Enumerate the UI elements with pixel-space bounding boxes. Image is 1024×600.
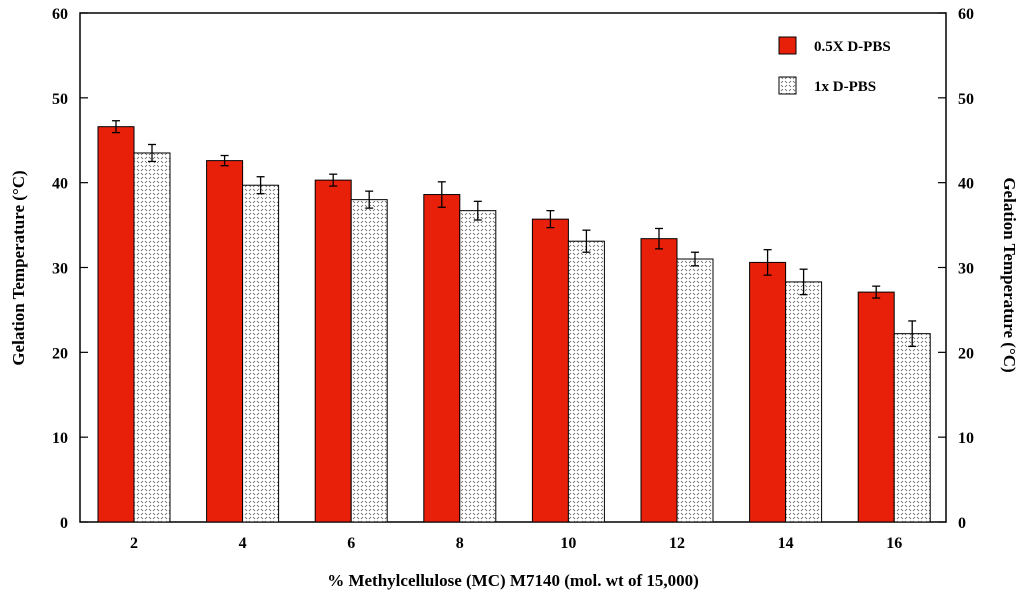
bar-0.5x-6 bbox=[314, 179, 352, 523]
bar-1x-6 bbox=[350, 199, 388, 523]
left-y-tick-label: 20 bbox=[52, 345, 68, 362]
x-tick-label: 14 bbox=[778, 535, 794, 552]
bar-0.5x-8 bbox=[423, 194, 461, 523]
x-tick-label: 2 bbox=[130, 535, 138, 552]
x-axis: 2 4 6 8 10 12 14 16 bbox=[130, 514, 902, 552]
bar-1x-16 bbox=[893, 333, 931, 523]
bar-1x-2 bbox=[133, 152, 171, 523]
x-tick-label: 16 bbox=[886, 535, 902, 552]
right-y-axis-title: Gelation Temperature (°C) bbox=[1000, 177, 1019, 372]
x-axis-title: % Methylcellulose (MC) M7140 (mol. wt of… bbox=[327, 571, 699, 590]
left-y-axis-title: Gelation Temperature (°C) bbox=[9, 170, 28, 365]
left-y-tick-label: 10 bbox=[52, 430, 68, 447]
bar-0.5x-16 bbox=[857, 291, 895, 523]
x-tick-label: 12 bbox=[669, 535, 685, 552]
legend: 0.5X D-PBS 1x D-PBS bbox=[778, 36, 891, 95]
bar-series bbox=[97, 120, 931, 523]
x-tick-label: 8 bbox=[456, 535, 464, 552]
legend-swatch-1x-d-pbs bbox=[778, 76, 797, 95]
legend-swatch-0.5x-d-pbs bbox=[778, 36, 797, 55]
bar-0.5x-2 bbox=[97, 126, 135, 523]
left-y-axis: 0 10 20 30 40 50 60 bbox=[52, 6, 88, 532]
left-y-tick-label: 40 bbox=[52, 176, 68, 193]
x-tick-label: 10 bbox=[560, 535, 576, 552]
right-y-tick-label: 10 bbox=[958, 430, 974, 447]
x-tick-label: 6 bbox=[347, 535, 355, 552]
bar-0.5x-4 bbox=[206, 160, 244, 523]
left-y-tick-label: 50 bbox=[52, 91, 68, 108]
left-y-tick-label: 60 bbox=[52, 6, 68, 23]
legend-label-1x-d-pbs: 1x D-PBS bbox=[814, 79, 876, 95]
bar-0.5x-10 bbox=[531, 218, 569, 523]
right-y-tick-label: 0 bbox=[958, 515, 966, 532]
right-y-axis: 0 10 20 30 40 50 60 bbox=[938, 6, 974, 532]
x-tick-label: 4 bbox=[239, 535, 247, 552]
bar-1x-8 bbox=[459, 210, 497, 523]
bar-1x-14 bbox=[785, 281, 823, 523]
bar-1x-10 bbox=[567, 240, 605, 523]
left-y-tick-label: 30 bbox=[52, 261, 68, 278]
right-y-tick-label: 20 bbox=[958, 345, 974, 362]
left-y-tick-label: 0 bbox=[60, 515, 68, 532]
bar-0.5x-12 bbox=[640, 238, 678, 523]
right-y-tick-label: 60 bbox=[958, 6, 974, 23]
right-y-tick-label: 30 bbox=[958, 261, 974, 278]
bar-1x-4 bbox=[242, 184, 280, 523]
right-y-tick-label: 50 bbox=[958, 91, 974, 108]
right-y-tick-label: 40 bbox=[958, 176, 974, 193]
legend-label-0.5x-d-pbs: 0.5X D-PBS bbox=[814, 39, 891, 55]
bar-1x-12 bbox=[676, 258, 714, 523]
bar-0.5x-14 bbox=[749, 261, 787, 523]
